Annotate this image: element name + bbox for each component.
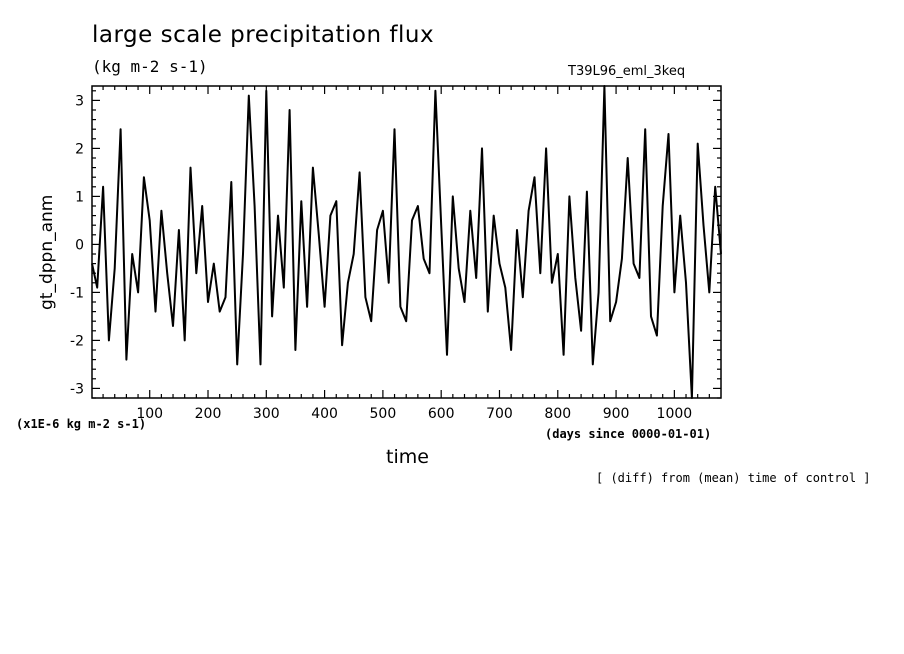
comparison-note: [ (diff) from (mean) time of control ] — [596, 471, 871, 485]
x-tick-label: 500 — [370, 406, 397, 422]
plot-frame — [91, 85, 722, 399]
x-unit-label: (days since 0000-01-01) — [545, 427, 712, 441]
x-tick-label: 600 — [428, 406, 455, 422]
axis-ticks — [92, 86, 721, 399]
x-tick-label: 100 — [136, 406, 163, 422]
chart-title: large scale precipitation flux — [92, 22, 435, 48]
y-tick-label: 2 — [75, 141, 84, 157]
x-tick-label: 400 — [311, 406, 338, 422]
y-tick-label: -2 — [70, 333, 84, 349]
x-tick-label: 800 — [544, 406, 571, 422]
y-axis-label: gt_dppn_anm — [37, 195, 57, 310]
x-tick-label: 200 — [195, 406, 222, 422]
x-tick-label: 700 — [486, 406, 513, 422]
y-tick-label: 3 — [75, 93, 84, 109]
run-label: T39L96_eml_3keq — [568, 64, 686, 79]
chart-units: (kg m-2 s-1) — [92, 57, 208, 76]
x-tick-label: 900 — [603, 406, 630, 422]
y-tick-label: 1 — [75, 189, 84, 205]
y-tick-label: -3 — [70, 381, 84, 397]
y-tick-label: 0 — [75, 237, 84, 253]
y-tick-label: -1 — [70, 285, 84, 301]
x-axis-label: time — [386, 446, 429, 468]
x-tick-label: 300 — [253, 406, 280, 422]
x-tick-label: 1000 — [657, 406, 693, 422]
y-scale-label: (x1E-6 kg m-2 s-1) — [16, 417, 147, 431]
series-line — [91, 85, 722, 399]
axis-tick-labels: 100 200 300 400 500 600 700 800 900 1000 3 2 1 0 -1 -2 -… — [70, 93, 692, 422]
